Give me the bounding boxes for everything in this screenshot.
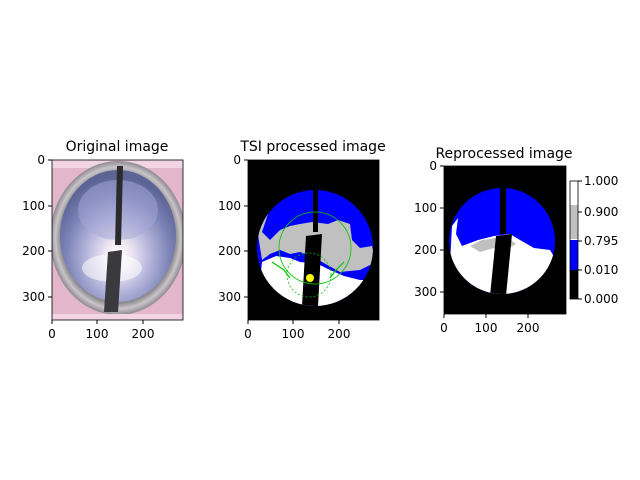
y-tick-label: 100 bbox=[22, 199, 45, 213]
x-tick-label: 0 bbox=[244, 327, 252, 341]
horizon-circle bbox=[278, 211, 352, 285]
shadow-band bbox=[302, 234, 322, 306]
colorbar-tick-label: 0.000 bbox=[584, 292, 618, 306]
shadow-band bbox=[490, 234, 512, 294]
y-tick-label: 200 bbox=[22, 244, 45, 258]
axes-frame bbox=[51, 159, 184, 321]
y-tick-label: 0 bbox=[429, 159, 437, 173]
original-image bbox=[52, 160, 183, 320]
tsi-image bbox=[248, 160, 379, 320]
ticks-tsi: 0 100 200 300 0 100 200 bbox=[218, 153, 350, 341]
panel-tsi: TSI processed image 0 100 bbox=[218, 139, 386, 341]
colorbar-band bbox=[570, 240, 578, 270]
ticks-reprocessed: 0 100 200 300 0 100 200 bbox=[414, 159, 539, 335]
colorbar-band bbox=[570, 270, 578, 299]
x-tick-label: 0 bbox=[48, 327, 56, 341]
y-tick-label: 100 bbox=[218, 199, 241, 213]
shadow-band-arm bbox=[313, 190, 318, 232]
x-tick-label: 200 bbox=[132, 327, 155, 341]
y-tick-label: 300 bbox=[414, 285, 437, 299]
colorbar-tick-label: 0.795 bbox=[584, 234, 618, 248]
x-tick-label: 100 bbox=[86, 327, 109, 341]
panel-original: Original image 0 100 200 300 0 1 bbox=[22, 139, 184, 341]
reprocessed-image bbox=[444, 166, 566, 314]
shadow-band-arm bbox=[115, 166, 123, 245]
y-tick-label: 300 bbox=[22, 290, 45, 304]
sun-marker bbox=[306, 274, 314, 282]
y-tick-label: 200 bbox=[218, 244, 241, 258]
axes-frame bbox=[247, 159, 380, 321]
colorbar-tick-label: 0.010 bbox=[584, 263, 618, 277]
colorbar-tick-label: 0.900 bbox=[584, 205, 618, 219]
x-tick-label: 200 bbox=[328, 327, 351, 341]
panel-title-tsi: TSI processed image bbox=[239, 139, 385, 155]
colorbar: 1.000 0.900 0.795 0.010 0.000 bbox=[569, 174, 618, 306]
shadow-band-arm bbox=[500, 188, 506, 234]
x-tick-label: 200 bbox=[517, 321, 540, 335]
y-tick-label: 0 bbox=[37, 153, 45, 167]
y-tick-label: 0 bbox=[233, 153, 241, 167]
panel-reprocessed: Reprocessed image 0 100 200 300 0 bbox=[414, 146, 572, 335]
panel-title-original: Original image bbox=[66, 139, 169, 155]
colorbar-tick-label: 1.000 bbox=[584, 174, 618, 188]
y-tick-label: 100 bbox=[414, 201, 437, 215]
colorbar-frame bbox=[569, 180, 579, 300]
axes-frame bbox=[443, 165, 567, 315]
shadow-band bbox=[104, 250, 122, 312]
x-tick-label: 100 bbox=[475, 321, 498, 335]
colorbar-band bbox=[570, 205, 578, 239]
y-tick-label: 300 bbox=[218, 290, 241, 304]
panel-title-reprocessed: Reprocessed image bbox=[435, 146, 572, 162]
x-tick-label: 0 bbox=[440, 321, 448, 335]
x-tick-label: 100 bbox=[282, 327, 305, 341]
ticks-original: 0 100 200 300 0 100 200 bbox=[22, 153, 154, 341]
y-tick-label: 200 bbox=[414, 243, 437, 257]
